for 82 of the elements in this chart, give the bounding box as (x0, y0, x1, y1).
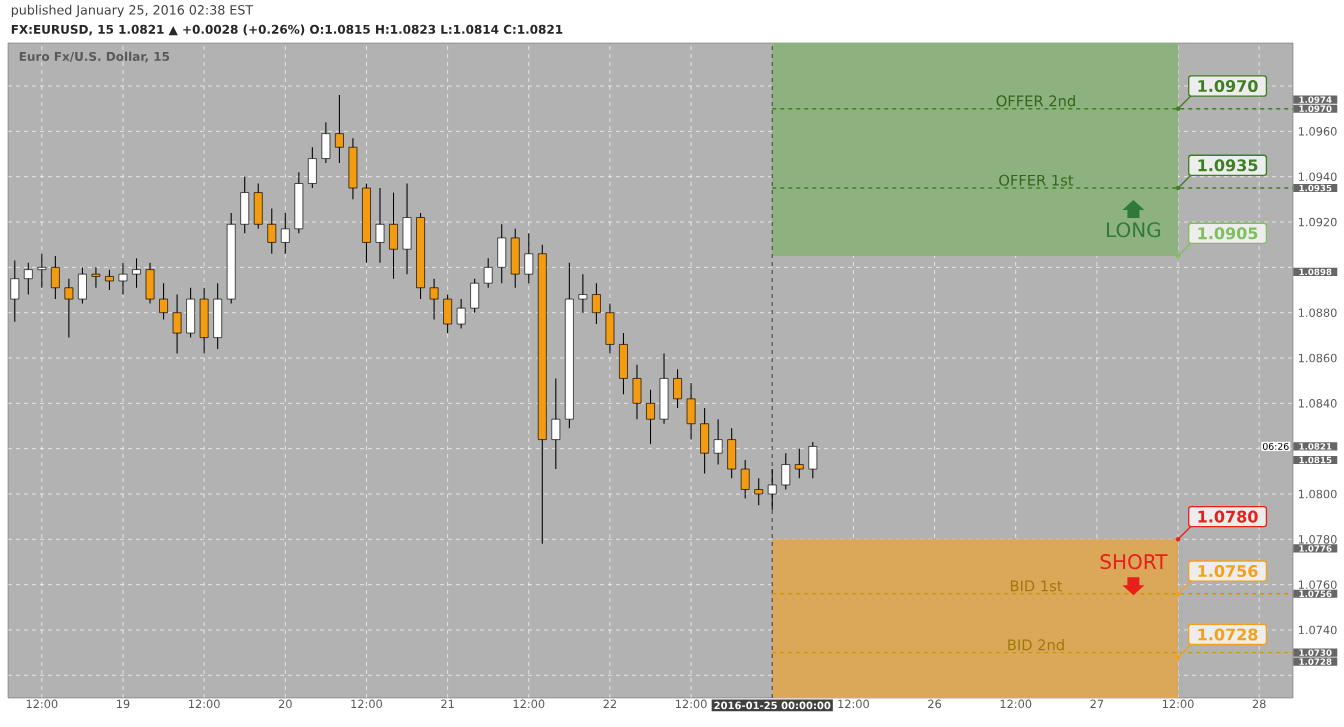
y2-tick-label: 1.0730 (1299, 649, 1332, 656)
x-tick-label: 12:00 (1000, 699, 1032, 709)
y-tick-label: 1.0780 (1298, 535, 1337, 544)
y-tick-label: 1.0880 (1298, 308, 1337, 317)
y2-tick-label: 1.0935 (1299, 184, 1332, 192)
data-label: 1.0728 (1198, 628, 1258, 641)
candlestick (767, 468, 777, 511)
chart-title: published January 25, 2016 02:38 EST (11, 4, 254, 18)
y-tick-label: 1.0760 (1298, 580, 1337, 589)
x-tick-label: 20 (278, 699, 292, 709)
candlestick (808, 441, 818, 479)
ref-line-label: BID 1st (1010, 580, 1063, 592)
x-tick-label: 12:00 (1162, 699, 1194, 709)
candlestick (91, 266, 101, 289)
y-tick-label: 1.0740 (1298, 625, 1337, 635)
candlestick (754, 477, 764, 506)
y-tick-label: 1.0960 (1298, 127, 1337, 136)
candlestick (23, 262, 33, 296)
candlestick (794, 448, 804, 479)
data-label: 1.0935 (1198, 159, 1258, 172)
x-tick-label: 28 (1252, 699, 1266, 709)
data-label: 1.0970 (1198, 79, 1258, 93)
candlestick (267, 207, 277, 255)
x-tick-label: 12:00 (26, 699, 58, 709)
candlestick (64, 278, 74, 339)
y2-tick-label: 1.0776 (1299, 545, 1332, 552)
annotation: 06:26 (1262, 442, 1289, 450)
band-label: LONG (1107, 222, 1161, 238)
y2-tick-label: 1.0728 (1299, 658, 1332, 665)
candlestick (10, 260, 20, 323)
candlestick (132, 257, 141, 289)
candlestick (781, 452, 791, 491)
candlestick (280, 212, 290, 255)
candlestick (551, 377, 561, 470)
y-tick-label: 1.0920 (1298, 217, 1337, 227)
candlestick (592, 282, 601, 325)
candlestick (335, 94, 344, 164)
x-tick-label: 12:00 (189, 699, 220, 709)
x-tick-label: 12:00 (351, 699, 383, 709)
candlestick (456, 298, 466, 330)
data-label: 1.0756 (1198, 564, 1258, 578)
x-tick-label: 21 (441, 699, 454, 708)
y-tick-label: 1.0800 (1298, 489, 1337, 499)
candlestick (673, 368, 682, 409)
annotation: Euro Fx/U.S. Dollar, 15 (19, 51, 170, 63)
ref-line-label: BID 2nd (1008, 639, 1064, 651)
ref-line-label: OFFER 2nd (996, 95, 1075, 107)
y-tick-label: 1.0940 (1298, 172, 1337, 181)
candlestick (578, 273, 588, 314)
chart-subtitle: FX:EURUSD, 15 1.0821 ▲ +0.0028 (+0.26%) O:1.0815 H:1.0823 L:1.0814 C:1.0821 (11, 24, 563, 36)
x-tick-label: 22 (603, 699, 617, 708)
ref-line-label: OFFER 1st (999, 174, 1074, 186)
candlestick (524, 232, 534, 284)
candlestick (429, 278, 439, 321)
x-tick-label: 12:00 (513, 699, 545, 709)
y2-tick-label: 1.0974 (1299, 96, 1332, 103)
y-tick-label: 1.0840 (1298, 399, 1337, 408)
y2-tick-label: 1.0815 (1299, 456, 1332, 464)
candlestick (740, 459, 750, 500)
band-label: SHORT (1100, 554, 1168, 570)
x-tick-label: 27 (1090, 699, 1104, 708)
x-tick-label: 12:00 (838, 699, 869, 709)
candlestick (713, 418, 723, 466)
candlestick (50, 255, 60, 300)
y-tick-label: 1.0860 (1298, 353, 1337, 363)
candlestick (105, 269, 114, 291)
candlestick (483, 257, 493, 289)
candlestick (646, 389, 655, 445)
data-label: 1.0780 (1198, 510, 1258, 523)
candlestick (118, 262, 128, 296)
data-label: 1.0905 (1198, 227, 1258, 240)
candlestick (172, 294, 182, 355)
x-tick-label: 19 (117, 699, 130, 709)
candlestick (375, 187, 385, 264)
candlestick (159, 282, 168, 321)
y2-tick-label: 1.0898 (1299, 268, 1332, 276)
y2-tick-label: 1.0970 (1299, 105, 1332, 112)
y2-tick-label: 1.0821 (1299, 443, 1332, 450)
x-tick-label: 2016-01-25 00:00:00 (714, 701, 831, 710)
x-tick-label: 26 (928, 699, 942, 709)
y2-tick-label: 1.0756 (1299, 590, 1332, 598)
x-tick-label: 12:00 (676, 699, 707, 709)
